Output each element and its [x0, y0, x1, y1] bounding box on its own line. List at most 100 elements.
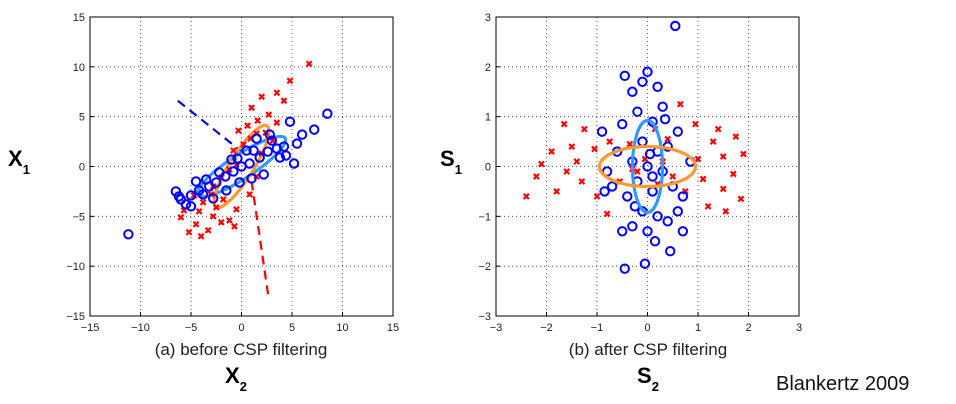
data-point-circle — [264, 129, 275, 140]
data-point-cross — [591, 145, 598, 153]
data-point-cross — [244, 122, 251, 130]
data-point-cross — [286, 77, 294, 85]
x-tick-label: 10 — [336, 322, 348, 334]
data-point-cross — [626, 140, 634, 148]
data-point-cross — [560, 120, 568, 128]
tick-labels: −15 −10 −5 0 5 10 15 −15 −10 −5 0 5 10 15 — [66, 12, 399, 334]
data-point-circle — [642, 226, 653, 237]
x-tick-label: 0 — [238, 322, 244, 334]
x-tick-label: −1 — [591, 322, 604, 334]
data-point-cross — [593, 193, 601, 200]
data-point-cross — [305, 60, 313, 68]
data-point-cross — [722, 207, 730, 215]
data-point-circle — [619, 70, 630, 82]
data-point-cross — [280, 97, 288, 105]
data-point-circle — [627, 86, 638, 97]
data-point-circle — [228, 166, 239, 177]
data-point-circle — [622, 191, 633, 202]
data-point-cross — [732, 133, 740, 140]
data-point-cross — [699, 175, 707, 183]
data-point-circle — [652, 211, 663, 222]
covariance-ellipse-class-2 — [597, 144, 698, 189]
y-tick-label: 0 — [79, 162, 85, 174]
data-point-cross — [258, 93, 266, 101]
data-point-cross — [676, 100, 684, 108]
data-point-circle — [606, 181, 618, 192]
csp-direction-2 — [250, 181, 270, 300]
covariance-overlay — [177, 99, 288, 300]
x-tick-label: 15 — [387, 322, 399, 334]
data-point-circle — [662, 216, 673, 227]
data-point-circle — [627, 221, 638, 232]
data-point-circle — [232, 153, 243, 164]
data-point-circle — [642, 161, 653, 172]
data-point-cross — [563, 168, 571, 175]
data-point-circle — [596, 126, 608, 137]
data-point-cross — [212, 203, 220, 211]
credit-text: Blankertz 2009 — [776, 373, 909, 395]
data-point-cross — [185, 228, 193, 236]
data-point-circle — [226, 154, 237, 165]
data-point-circle — [262, 146, 273, 157]
data-point-cross — [233, 205, 240, 213]
x-tick-label: −5 — [185, 322, 198, 334]
y-tick-label: 2 — [485, 62, 491, 74]
data-point-circle — [291, 138, 303, 149]
data-point-circle — [670, 20, 681, 32]
y-tick-label: 5 — [79, 112, 85, 124]
data-points — [522, 20, 747, 274]
data-point-circle — [632, 106, 643, 117]
data-point-circle — [236, 161, 247, 172]
data-point-cross — [522, 193, 530, 200]
data-point-circle — [296, 129, 308, 140]
data-point-cross — [192, 220, 200, 228]
data-point-circle — [190, 176, 202, 187]
data-point-circle — [258, 169, 269, 180]
panel-a-y-label: X1 — [8, 146, 30, 177]
data-point-circle — [639, 258, 651, 269]
data-point-circle — [647, 186, 658, 197]
data-point-circle — [274, 152, 286, 163]
x-tick-label: 5 — [289, 322, 295, 334]
data-point-cross — [219, 196, 227, 203]
data-point-circle — [617, 226, 628, 237]
data-point-cross — [729, 170, 737, 178]
data-point-cross — [714, 125, 722, 133]
data-point-cross — [230, 147, 237, 154]
data-point-cross — [209, 212, 217, 220]
covariance-overlay — [597, 118, 698, 215]
data-point-circle — [619, 263, 630, 274]
data-point-circle — [185, 190, 197, 201]
data-point-cross — [553, 188, 560, 195]
data-point-cross — [740, 150, 747, 158]
panel-b-y-label: S1 — [440, 146, 462, 177]
data-point-circle — [309, 124, 320, 135]
data-point-circle — [221, 185, 232, 196]
x-tick-label: −2 — [540, 322, 553, 334]
x-tick-label: 2 — [745, 322, 751, 334]
data-point-circle — [173, 191, 185, 202]
data-point-circle — [672, 206, 683, 217]
data-point-circle — [123, 229, 134, 240]
panel-b-x-label: S2 — [637, 363, 659, 394]
data-point-circle — [647, 171, 658, 182]
data-point-circle — [271, 143, 283, 154]
data-point-circle — [197, 189, 209, 200]
x-tick-label: −3 — [490, 322, 503, 334]
y-tick-label: 10 — [73, 62, 85, 74]
data-point-cross — [669, 173, 677, 180]
data-point-cross — [606, 138, 614, 145]
data-point-circle — [266, 135, 277, 146]
data-point-circle — [659, 113, 671, 125]
panel-b-caption: (b) after CSP filtering — [569, 340, 727, 359]
data-point-cross — [603, 210, 611, 218]
data-point-cross — [195, 207, 203, 215]
data-point-circle — [637, 136, 648, 147]
y-tick-label: 15 — [73, 12, 85, 24]
data-point-circle — [657, 101, 668, 112]
data-point-cross — [226, 216, 233, 224]
data-point-cross — [533, 173, 540, 180]
data-point-cross — [664, 135, 672, 143]
x-tick-label: −15 — [81, 322, 100, 334]
